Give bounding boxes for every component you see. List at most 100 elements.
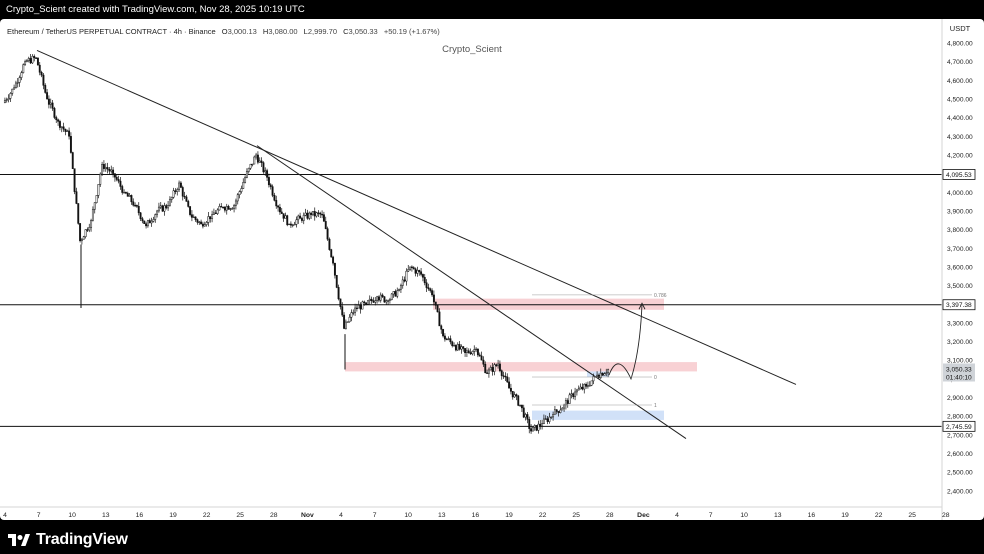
candle-body [117, 179, 120, 182]
candle-body [574, 391, 577, 398]
candle-body [240, 188, 243, 192]
candle-body [245, 171, 248, 178]
candle-body [541, 423, 544, 427]
candle-body [442, 329, 445, 337]
candle-body [157, 206, 160, 212]
candle-body [146, 220, 149, 227]
legend-close-label: C [343, 27, 349, 36]
candle-body [242, 182, 245, 189]
price-tick-label: 2,400.00 [947, 488, 973, 495]
candle-body [348, 316, 351, 323]
candle-body [465, 350, 468, 354]
candle-body [258, 160, 261, 163]
price-tick-label: 4,500.00 [947, 96, 973, 103]
candle-body [337, 287, 340, 300]
candle-body [365, 302, 368, 305]
candle-body [223, 206, 226, 211]
candle-body [222, 206, 225, 209]
candle-body [278, 206, 281, 213]
candles-layer [3, 54, 610, 434]
candle-body [585, 383, 588, 387]
candle-body [333, 262, 336, 276]
candle-body [379, 294, 382, 301]
time-tick-label: 19 [841, 512, 849, 519]
candle-body [293, 223, 296, 226]
candle-body [236, 194, 239, 202]
time-tick-label: Dec [637, 512, 650, 519]
candle-body [42, 74, 45, 86]
candle-body [267, 177, 270, 186]
level-price-tag-label: 2,745.59 [946, 424, 972, 431]
time-axis[interactable]: 4 7 10 13 16 19 22 25 28 Nov 4 7 10 13 16 19 22 25 28 Dec 4 7… [3, 512, 950, 519]
candle-body [255, 154, 258, 158]
candle-body [484, 363, 487, 374]
candle-body [300, 218, 303, 221]
candle-body [467, 350, 470, 353]
candle-body [141, 218, 144, 222]
candle-body [588, 385, 591, 387]
time-tick-label: 19 [505, 512, 513, 519]
price-tick-label: 4,300.00 [947, 134, 973, 141]
candle-body [280, 211, 283, 214]
candle-body [478, 354, 481, 357]
price-tick-label: 2,700.00 [947, 432, 973, 439]
candle-body [205, 222, 208, 225]
candle-body [398, 289, 401, 291]
candle-body [161, 205, 164, 212]
candle-body [211, 214, 214, 219]
tradingview-brand[interactable]: TradingView [8, 531, 128, 549]
candle-body [196, 219, 199, 223]
candle-body [566, 400, 569, 404]
fib-labels-layer: 0.786 0 1 [532, 293, 667, 409]
candle-body [33, 56, 36, 59]
price-axis[interactable]: 4,800.00 4,700.00 4,600.00 4,500.00 4,400.00… [947, 41, 973, 496]
candle-body [36, 57, 39, 66]
candle-body [102, 164, 105, 169]
price-chart[interactable]: Crypto_Scient Ethereum / TetherUS PERPET… [0, 19, 984, 520]
candle-body [7, 98, 10, 100]
candle-body [60, 126, 63, 128]
candle-body [62, 126, 65, 130]
time-tick-label: 22 [875, 512, 883, 519]
candle-body [27, 58, 30, 61]
level-price-tag-label: 4,095.53 [946, 172, 972, 179]
level-price-tag [942, 299, 976, 311]
legend-close: 3,050.33 [349, 27, 378, 36]
trendline [36, 50, 797, 385]
level-price-tag [942, 169, 976, 180]
candle-body [544, 418, 547, 420]
candle-body [49, 102, 52, 105]
price-tick-label: 2,600.00 [947, 451, 973, 458]
price-tick-label: 4,000.00 [947, 190, 973, 197]
candle-body [306, 212, 309, 219]
chart-panel[interactable]: Crypto_Scient Ethereum / TetherUS PERPET… [0, 19, 984, 520]
candle-body [93, 202, 96, 210]
candle-body [71, 152, 74, 169]
candle-body [104, 167, 107, 169]
candle-body [403, 279, 406, 282]
candle-body [187, 201, 190, 207]
candle-body [506, 376, 509, 383]
candle-body [91, 209, 94, 221]
candle-body [190, 214, 193, 218]
candle-body [381, 294, 384, 297]
price-tick-label: 3,100.00 [947, 358, 973, 365]
candle-body [579, 386, 582, 390]
candle-body [508, 381, 511, 389]
candle-body [135, 205, 138, 207]
trendlines-layer [36, 50, 797, 440]
time-tick-label: 10 [68, 512, 76, 519]
candle-body [150, 220, 153, 224]
candle-body [458, 344, 461, 350]
candle-body [134, 204, 137, 207]
time-tick-label: 25 [572, 512, 580, 519]
candle-body [128, 195, 131, 197]
candle-body [324, 221, 327, 229]
candle-body [227, 206, 230, 210]
candle-body [181, 187, 184, 197]
candle-body [429, 288, 432, 291]
candle-body [509, 387, 512, 392]
candle-body [491, 367, 494, 372]
candle-body [304, 212, 307, 216]
